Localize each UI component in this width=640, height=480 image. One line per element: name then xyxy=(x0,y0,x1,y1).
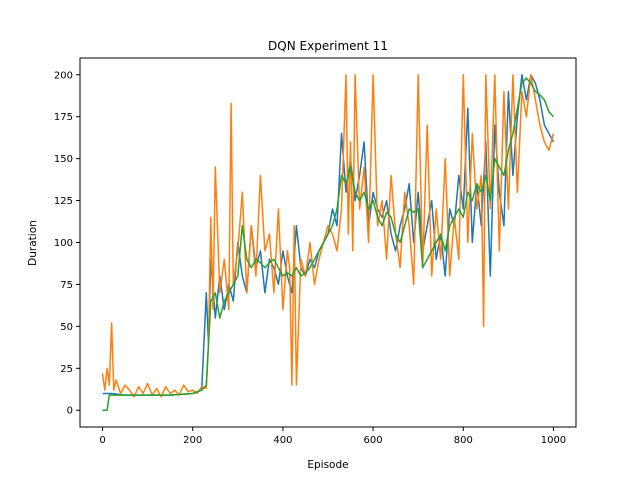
y-tick-label: 150 xyxy=(54,154,73,165)
y-tick-label: 200 xyxy=(54,70,73,81)
plot-frame xyxy=(79,57,577,428)
y-tick-label: 125 xyxy=(54,196,73,207)
y-axis-ticks: 0 25 50 75 100 125 150 175 200 xyxy=(54,70,80,417)
x-tick-label: 800 xyxy=(454,435,473,446)
series-group xyxy=(101,74,555,411)
y-tick-label: 50 xyxy=(60,322,73,333)
series-line-3 xyxy=(102,77,555,411)
x-tick-label: 400 xyxy=(273,435,292,446)
x-tick-label: 600 xyxy=(364,435,383,446)
y-tick-label: 0 xyxy=(67,406,73,417)
y-tick-label: 175 xyxy=(54,112,73,123)
y-tick-label: 75 xyxy=(60,280,73,291)
series-line-1 xyxy=(102,74,555,396)
x-tick-label: 1000 xyxy=(541,435,566,446)
y-axis-label: Duration xyxy=(27,220,39,266)
y-tick-label: 100 xyxy=(54,238,73,249)
y-tick-label: 25 xyxy=(60,364,73,375)
x-tick-label: 200 xyxy=(183,435,202,446)
x-axis-label: Episode xyxy=(307,459,348,471)
x-axis-ticks: 0 200 400 600 800 1000 xyxy=(99,427,566,446)
x-tick-label: 0 xyxy=(99,435,105,446)
series-line-2 xyxy=(101,74,555,398)
chart-title: DQN Experiment 11 xyxy=(268,39,388,53)
